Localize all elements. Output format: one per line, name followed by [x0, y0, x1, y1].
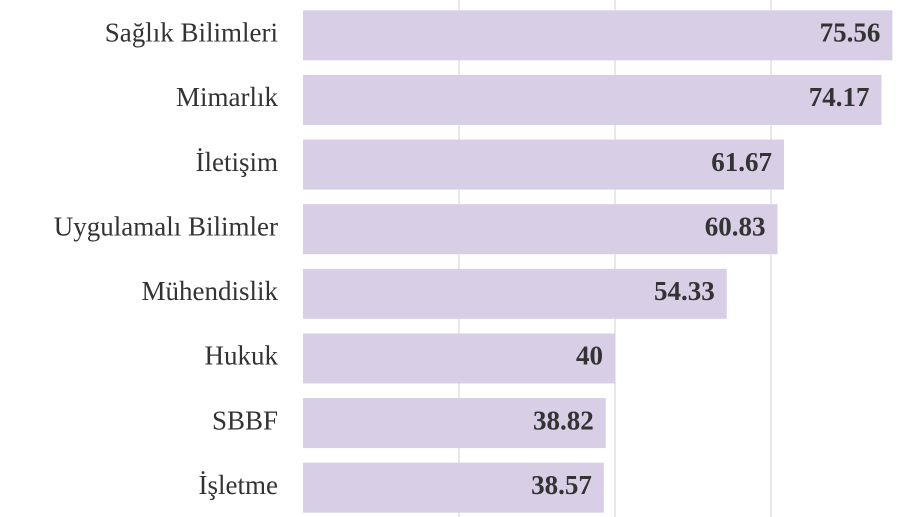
value-label: 54.33: [654, 276, 715, 306]
bar: [303, 74, 882, 125]
bar: [303, 398, 606, 449]
bar: [303, 10, 893, 61]
value-label: 38.57: [531, 470, 592, 500]
y-tick-label: Hukuk: [205, 341, 279, 371]
value-label: 38.82: [533, 405, 594, 435]
y-tick-label: Mühendislik: [141, 276, 278, 306]
bar: [303, 333, 615, 384]
y-tick-label: SBBF: [212, 405, 278, 435]
y-tick-label: Uygulamalı Bilimler: [54, 211, 278, 241]
value-label: 74.17: [809, 82, 870, 112]
bar: [303, 462, 604, 513]
value-label: 61.67: [711, 147, 772, 177]
value-label: 60.83: [705, 211, 766, 241]
bar: [303, 268, 727, 319]
value-label: 75.56: [820, 18, 881, 48]
y-tick-label: İşletme: [199, 470, 278, 500]
bar: [303, 139, 785, 190]
y-tick-label: Sağlık Bilimleri: [105, 18, 278, 48]
bar: [303, 204, 778, 255]
y-tick-label: Mimarlık: [176, 82, 278, 112]
value-label: 40: [576, 341, 603, 371]
y-tick-label: İletişim: [196, 147, 279, 177]
